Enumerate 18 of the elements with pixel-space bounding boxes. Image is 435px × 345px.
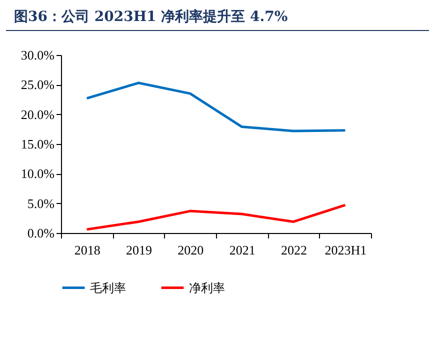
y-tick-label: 0.0% (27, 226, 55, 240)
y-tick-label: 10.0% (20, 166, 55, 182)
y-tick-label: 25.0% (20, 77, 55, 92)
legend-label: 毛利率 (90, 280, 126, 295)
line-series (86, 204, 346, 231)
x-tick-label: 2018 (74, 242, 100, 258)
y-tick-label: 5.0% (27, 196, 55, 211)
chart-title: 图36：公司 2023H1 净利率提升至 4.7% (6, 0, 429, 31)
x-tick-label: 2021 (229, 242, 256, 258)
x-tick-label: 2019 (126, 242, 152, 258)
line-series (86, 82, 346, 132)
y-tick-label: 15.0% (20, 136, 55, 152)
legend-label: 净利率 (189, 280, 225, 295)
x-tick-label: 2023H1 (324, 242, 367, 258)
y-tick-label: 20.0% (20, 106, 55, 122)
x-tick-label: 2020 (178, 242, 204, 258)
x-tick-label: 2022 (281, 242, 307, 258)
y-tick-label: 30.0% (20, 48, 55, 62)
